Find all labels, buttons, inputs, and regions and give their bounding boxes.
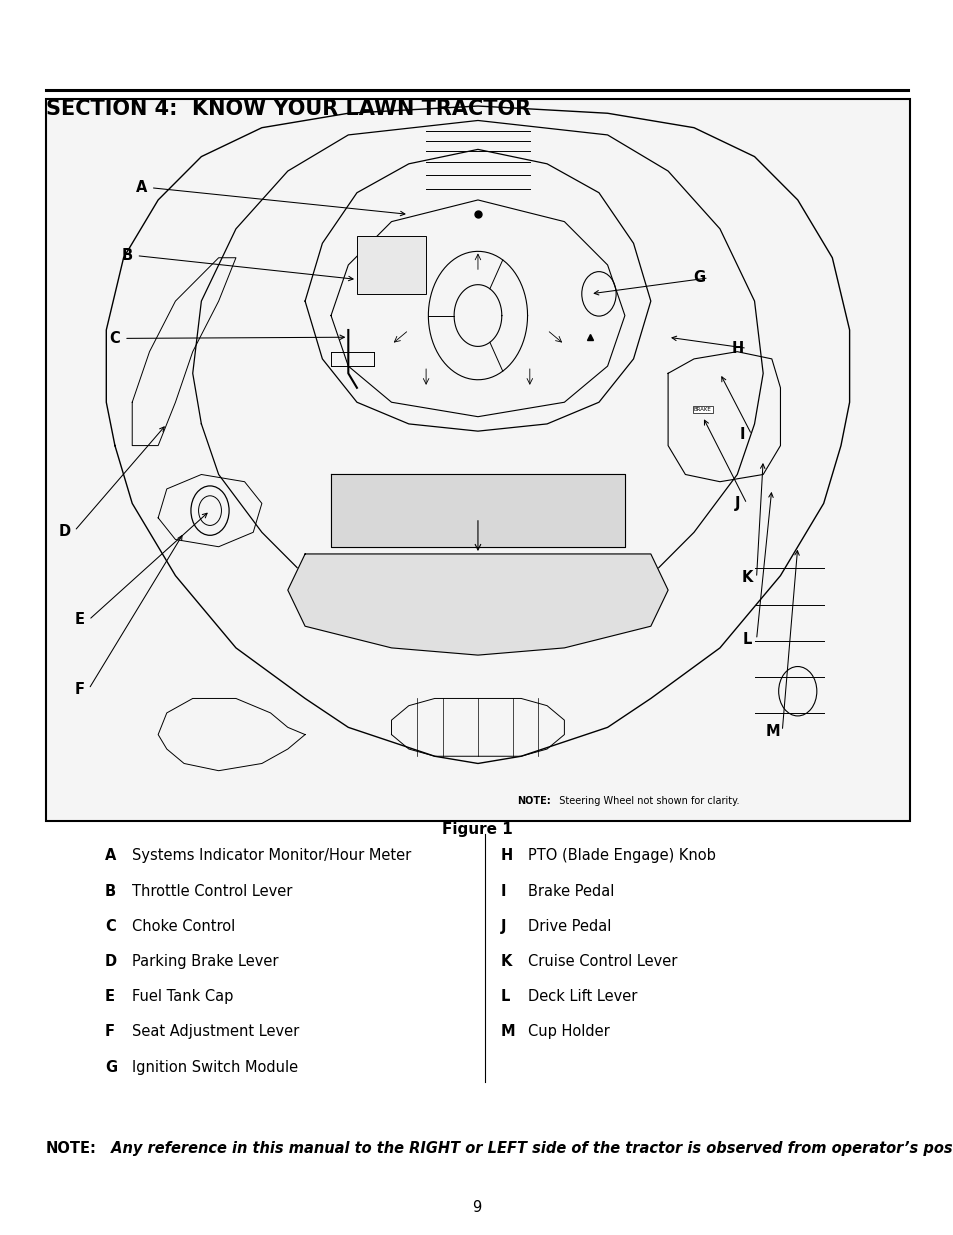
Text: L: L [741, 632, 751, 647]
Text: Ignition Switch Module: Ignition Switch Module [132, 1060, 297, 1074]
Text: G: G [693, 270, 704, 285]
Text: B: B [105, 883, 116, 899]
Text: Deck Lift Lever: Deck Lift Lever [527, 989, 637, 1004]
Text: A: A [135, 180, 147, 195]
Text: Choke Control: Choke Control [132, 919, 234, 934]
Text: Any reference in this manual to the RIGHT or LEFT side of the tractor is observe: Any reference in this manual to the RIGH… [106, 1141, 953, 1156]
Text: 9: 9 [472, 1200, 481, 1215]
Text: E: E [105, 989, 114, 1004]
Text: M: M [500, 1024, 515, 1040]
Text: G: G [105, 1060, 117, 1074]
Text: L: L [500, 989, 510, 1004]
Text: Steering Wheel not shown for clarity.: Steering Wheel not shown for clarity. [553, 797, 739, 806]
Text: M: M [764, 724, 780, 739]
Text: A: A [105, 848, 116, 863]
Text: E: E [74, 613, 84, 627]
Text: C: C [109, 331, 120, 346]
Text: K: K [740, 571, 752, 585]
Text: B: B [121, 248, 132, 263]
Text: D: D [105, 953, 117, 969]
Bar [356, 236, 426, 294]
Text: Cup Holder: Cup Holder [527, 1024, 609, 1040]
Text: Cruise Control Lever: Cruise Control Lever [527, 953, 677, 969]
Text: I: I [500, 883, 506, 899]
Text: SECTION 4:  KNOW YOUR LAWN TRACTOR: SECTION 4: KNOW YOUR LAWN TRACTOR [46, 99, 531, 119]
Text: J: J [500, 919, 506, 934]
Text: Throttle Control Lever: Throttle Control Lever [132, 883, 292, 899]
Text: J: J [734, 496, 740, 511]
Text: C: C [105, 919, 115, 934]
Text: Fuel Tank Cap: Fuel Tank Cap [132, 989, 233, 1004]
Text: F: F [105, 1024, 114, 1040]
Text: Figure 1: Figure 1 [441, 823, 512, 837]
Text: BRAKE: BRAKE [693, 408, 711, 412]
Text: F: F [74, 682, 84, 697]
Text: D: D [59, 524, 71, 538]
Text: H: H [731, 341, 742, 356]
Text: H: H [500, 848, 513, 863]
Text: I: I [739, 427, 744, 442]
Bar [46, 99, 909, 821]
Polygon shape [288, 555, 667, 655]
Text: Parking Brake Lever: Parking Brake Lever [132, 953, 278, 969]
Text: K: K [500, 953, 512, 969]
Text: NOTE:: NOTE: [517, 797, 550, 806]
Text: Drive Pedal: Drive Pedal [527, 919, 610, 934]
Text: PTO (Blade Engage) Knob: PTO (Blade Engage) Knob [527, 848, 715, 863]
Text: Brake Pedal: Brake Pedal [527, 883, 614, 899]
Text: NOTE:: NOTE: [46, 1141, 96, 1156]
Text: Systems Indicator Monitor/Hour Meter: Systems Indicator Monitor/Hour Meter [132, 848, 411, 863]
Text: Seat Adjustment Lever: Seat Adjustment Lever [132, 1024, 298, 1040]
Polygon shape [331, 474, 624, 547]
